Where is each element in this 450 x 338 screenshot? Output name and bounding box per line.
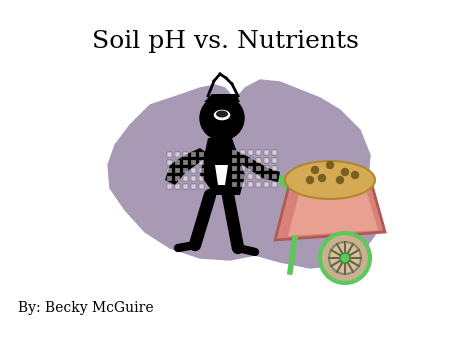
Polygon shape: [175, 184, 180, 189]
Polygon shape: [264, 174, 269, 179]
Polygon shape: [248, 174, 253, 179]
Polygon shape: [167, 184, 172, 189]
Ellipse shape: [285, 161, 375, 199]
Polygon shape: [167, 168, 172, 173]
Polygon shape: [199, 184, 204, 189]
Polygon shape: [272, 158, 277, 163]
Polygon shape: [191, 160, 196, 165]
Polygon shape: [199, 168, 204, 173]
Polygon shape: [183, 184, 188, 189]
Polygon shape: [167, 152, 172, 157]
Polygon shape: [248, 182, 253, 187]
Polygon shape: [288, 186, 378, 236]
Polygon shape: [167, 160, 172, 165]
Polygon shape: [232, 166, 237, 171]
Polygon shape: [256, 150, 261, 155]
Polygon shape: [199, 176, 204, 181]
Polygon shape: [167, 176, 172, 181]
Polygon shape: [232, 174, 237, 179]
Circle shape: [200, 96, 244, 140]
Polygon shape: [183, 152, 188, 157]
Polygon shape: [183, 160, 188, 165]
Polygon shape: [232, 158, 237, 163]
Circle shape: [306, 176, 314, 184]
Polygon shape: [272, 174, 277, 179]
Polygon shape: [256, 174, 261, 179]
Polygon shape: [183, 176, 188, 181]
Circle shape: [327, 162, 333, 169]
Polygon shape: [232, 150, 237, 155]
Polygon shape: [248, 150, 253, 155]
Ellipse shape: [216, 111, 228, 118]
Polygon shape: [204, 94, 240, 102]
Polygon shape: [240, 158, 245, 163]
Polygon shape: [191, 176, 196, 181]
Polygon shape: [175, 160, 180, 165]
Polygon shape: [264, 158, 269, 163]
Circle shape: [340, 253, 350, 263]
Polygon shape: [264, 150, 269, 155]
Polygon shape: [191, 152, 196, 157]
Polygon shape: [248, 166, 253, 171]
Polygon shape: [256, 166, 261, 171]
Polygon shape: [175, 176, 180, 181]
Polygon shape: [191, 168, 196, 173]
Polygon shape: [191, 184, 196, 189]
Polygon shape: [256, 158, 261, 163]
Polygon shape: [215, 165, 228, 185]
Polygon shape: [108, 80, 375, 268]
Text: By: Becky McGuire: By: Becky McGuire: [18, 301, 153, 315]
Polygon shape: [175, 152, 180, 157]
Polygon shape: [183, 168, 188, 173]
Circle shape: [319, 174, 325, 182]
Polygon shape: [175, 168, 180, 173]
Circle shape: [337, 176, 343, 184]
Polygon shape: [248, 158, 253, 163]
Circle shape: [329, 242, 361, 274]
Polygon shape: [222, 148, 280, 182]
Polygon shape: [272, 150, 277, 155]
Text: Soil pH vs. Nutrients: Soil pH vs. Nutrients: [91, 30, 359, 53]
Polygon shape: [199, 160, 204, 165]
Ellipse shape: [213, 109, 231, 121]
Polygon shape: [272, 182, 277, 187]
Circle shape: [311, 167, 319, 173]
Polygon shape: [256, 182, 261, 187]
Polygon shape: [264, 182, 269, 187]
Polygon shape: [200, 138, 245, 195]
Circle shape: [320, 233, 370, 283]
Polygon shape: [240, 174, 245, 179]
Circle shape: [351, 171, 359, 178]
Polygon shape: [199, 152, 204, 157]
Polygon shape: [232, 182, 237, 187]
Polygon shape: [240, 182, 245, 187]
Polygon shape: [275, 178, 385, 240]
Polygon shape: [240, 166, 245, 171]
Polygon shape: [240, 150, 245, 155]
Polygon shape: [272, 166, 277, 171]
Circle shape: [342, 169, 348, 175]
Polygon shape: [264, 166, 269, 171]
Polygon shape: [165, 148, 210, 185]
